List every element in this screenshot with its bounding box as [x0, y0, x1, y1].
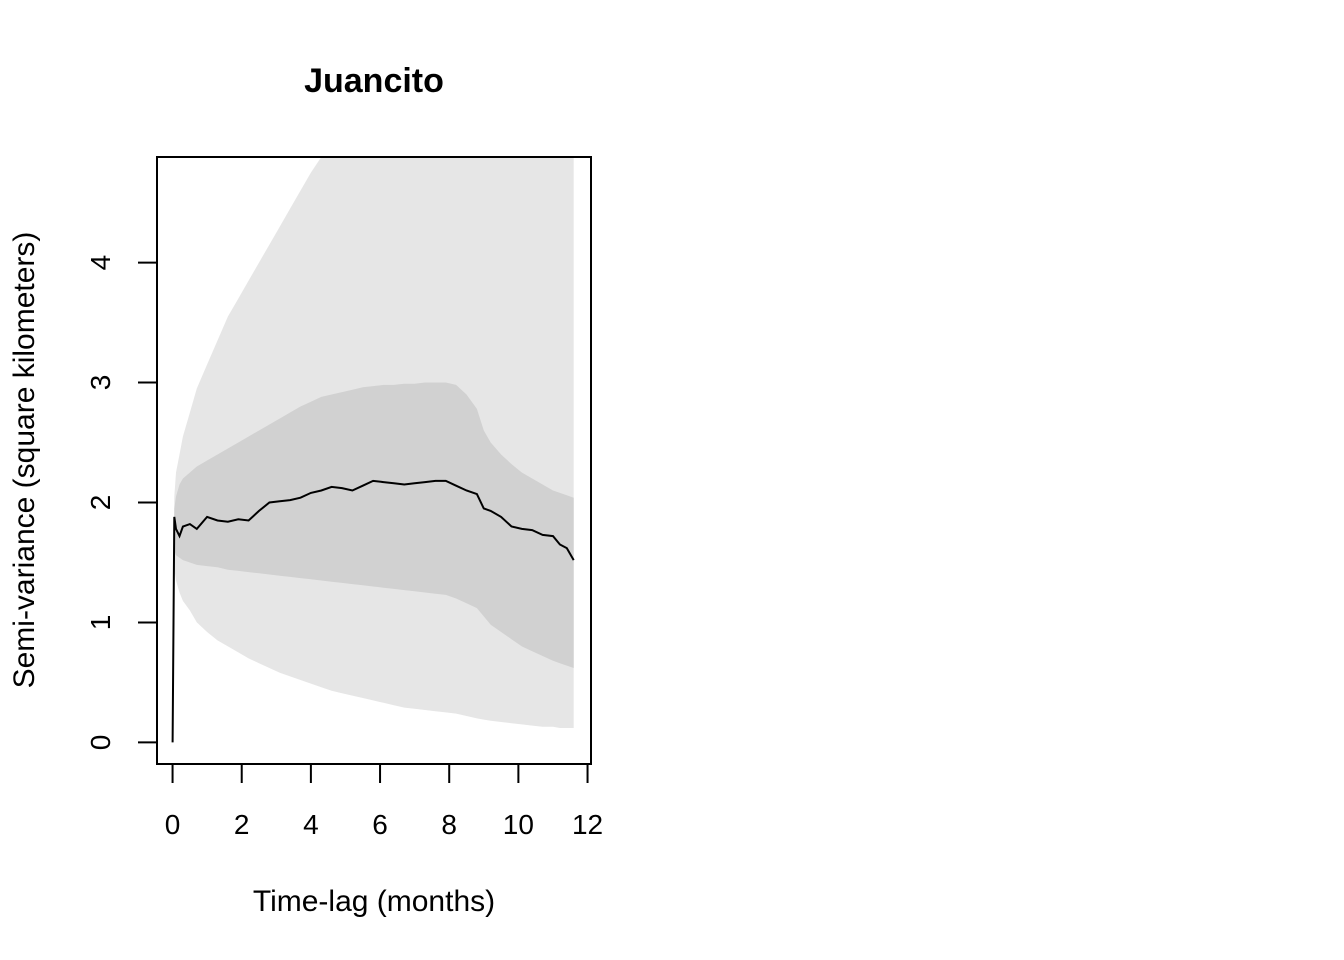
y-tick-label: 1 [85, 615, 116, 631]
y-tick-label: 4 [85, 255, 116, 271]
x-axis-label: Time-lag (months) [253, 885, 495, 918]
x-tick-label: 4 [303, 809, 319, 840]
y-tick-label: 3 [85, 375, 116, 391]
x-tick-label: 6 [372, 809, 388, 840]
x-tick-label: 10 [503, 809, 534, 840]
y-tick-label: 2 [85, 495, 116, 511]
y-axis: 0 1 2 3 4 [85, 255, 158, 751]
x-tick-label: 8 [441, 809, 457, 840]
x-tick-label: 2 [234, 809, 250, 840]
y-tick-label: 0 [85, 735, 116, 751]
x-axis: 0 2 4 6 8 10 12 [165, 763, 603, 840]
y-axis-label: Semi-variance (square kilometers) [8, 232, 41, 689]
x-tick-label: 0 [165, 809, 181, 840]
inner-confidence-band [172, 382, 574, 743]
x-tick-label: 12 [572, 809, 603, 840]
semivariance-line [171, 479, 575, 743]
chart-title: Juancito [304, 62, 444, 100]
